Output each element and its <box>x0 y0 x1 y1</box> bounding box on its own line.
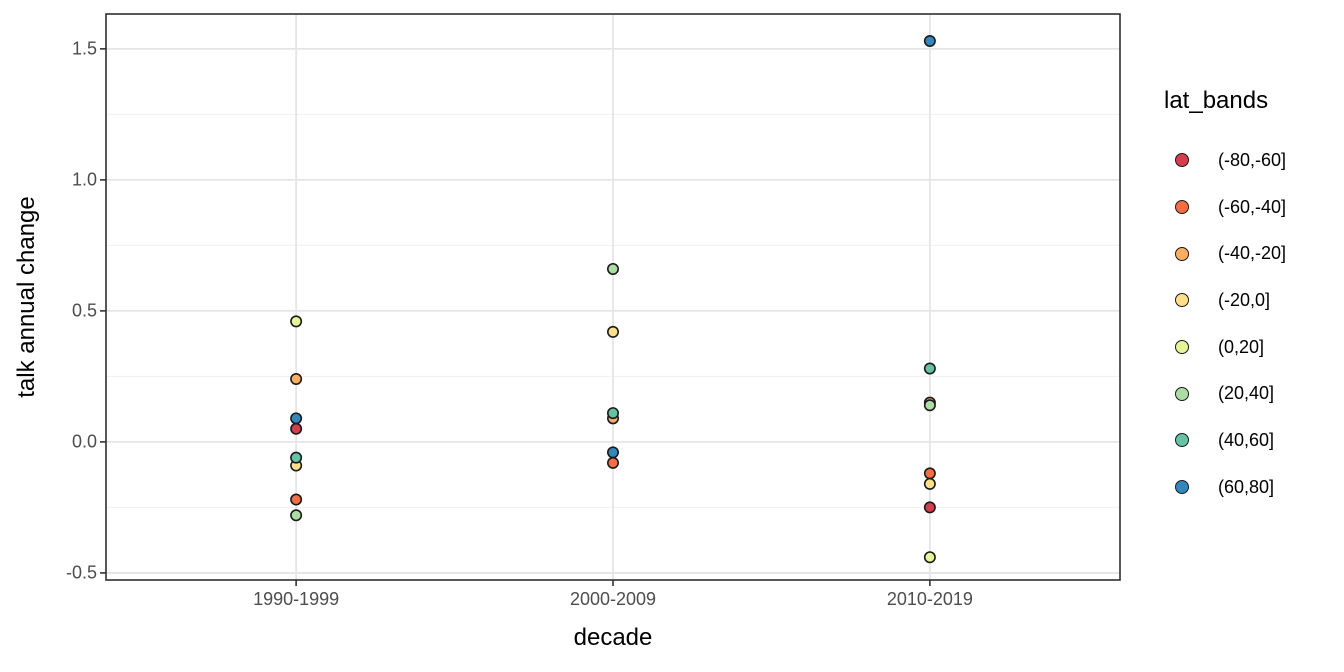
legend-entry: (-40,-20] <box>1160 230 1344 277</box>
legend-key-icon <box>1175 200 1189 215</box>
legend-key-icon <box>1175 153 1189 168</box>
data-point <box>923 551 936 564</box>
data-point <box>290 315 303 328</box>
legend: lat_bands (-80,-60] (-60,-40] (-40,-20] (-2… <box>1160 86 1344 511</box>
data-point <box>923 362 936 375</box>
legend-entry: (60,80] <box>1160 464 1344 511</box>
legend-label: (-20,0] <box>1218 289 1271 310</box>
legend-key-icon <box>1175 386 1189 401</box>
legend-entry: (-60,-40] <box>1160 184 1344 231</box>
data-point <box>606 446 619 459</box>
data-point <box>290 493 303 506</box>
data-point <box>290 422 303 435</box>
y-tick-label: 0.0 <box>71 431 97 452</box>
legend-title: lat_bands <box>1164 87 1269 114</box>
data-point <box>606 262 619 275</box>
data-point <box>606 325 619 338</box>
legend-label: (-60,-40] <box>1218 196 1287 217</box>
legend-key-icon <box>1175 293 1189 308</box>
data-point <box>923 399 936 412</box>
legend-label: (0,20] <box>1218 336 1265 357</box>
data-point <box>606 456 619 469</box>
legend-entry: (-80,-60] <box>1160 137 1344 184</box>
data-point <box>290 373 303 386</box>
y-tick-label: 1.0 <box>71 169 97 190</box>
legend-entries: (-80,-60] (-60,-40] (-40,-20] (-20,0] (0,20]… <box>1160 137 1344 511</box>
x-tick-label: 2000-2009 <box>569 589 657 609</box>
legend-key-icon <box>1175 340 1189 355</box>
legend-entry: (40,60] <box>1160 417 1344 464</box>
data-point <box>290 412 303 425</box>
legend-label: (20,40] <box>1218 383 1275 404</box>
legend-key-icon <box>1175 246 1189 261</box>
data-point <box>923 467 936 480</box>
x-axis-title: decade <box>573 624 653 651</box>
data-point <box>290 509 303 522</box>
legend-label: (40,60] <box>1218 429 1275 450</box>
data-point <box>923 477 936 490</box>
x-tick-label: 1990-1999 <box>253 589 340 609</box>
legend-key-icon <box>1175 480 1189 495</box>
legend-entry: (20,40] <box>1160 370 1344 417</box>
data-point <box>290 451 303 464</box>
data-point <box>923 34 936 47</box>
data-point <box>923 501 936 514</box>
legend-label: (60,80] <box>1218 476 1275 497</box>
legend-label: (-80,-60] <box>1218 149 1287 170</box>
y-tick-label: -0.5 <box>65 562 97 583</box>
legend-key-icon <box>1175 433 1189 448</box>
y-axis-title: talk annual change <box>13 196 40 398</box>
y-tick-label: 0.5 <box>71 300 97 321</box>
legend-entry: (0,20] <box>1160 324 1344 371</box>
legend-label: (-40,-20] <box>1218 243 1287 264</box>
legend-entry: (-20,0] <box>1160 277 1344 324</box>
x-tick-label: 2010-2019 <box>886 589 973 609</box>
y-tick-label: 1.5 <box>71 38 97 59</box>
data-point <box>606 407 619 420</box>
